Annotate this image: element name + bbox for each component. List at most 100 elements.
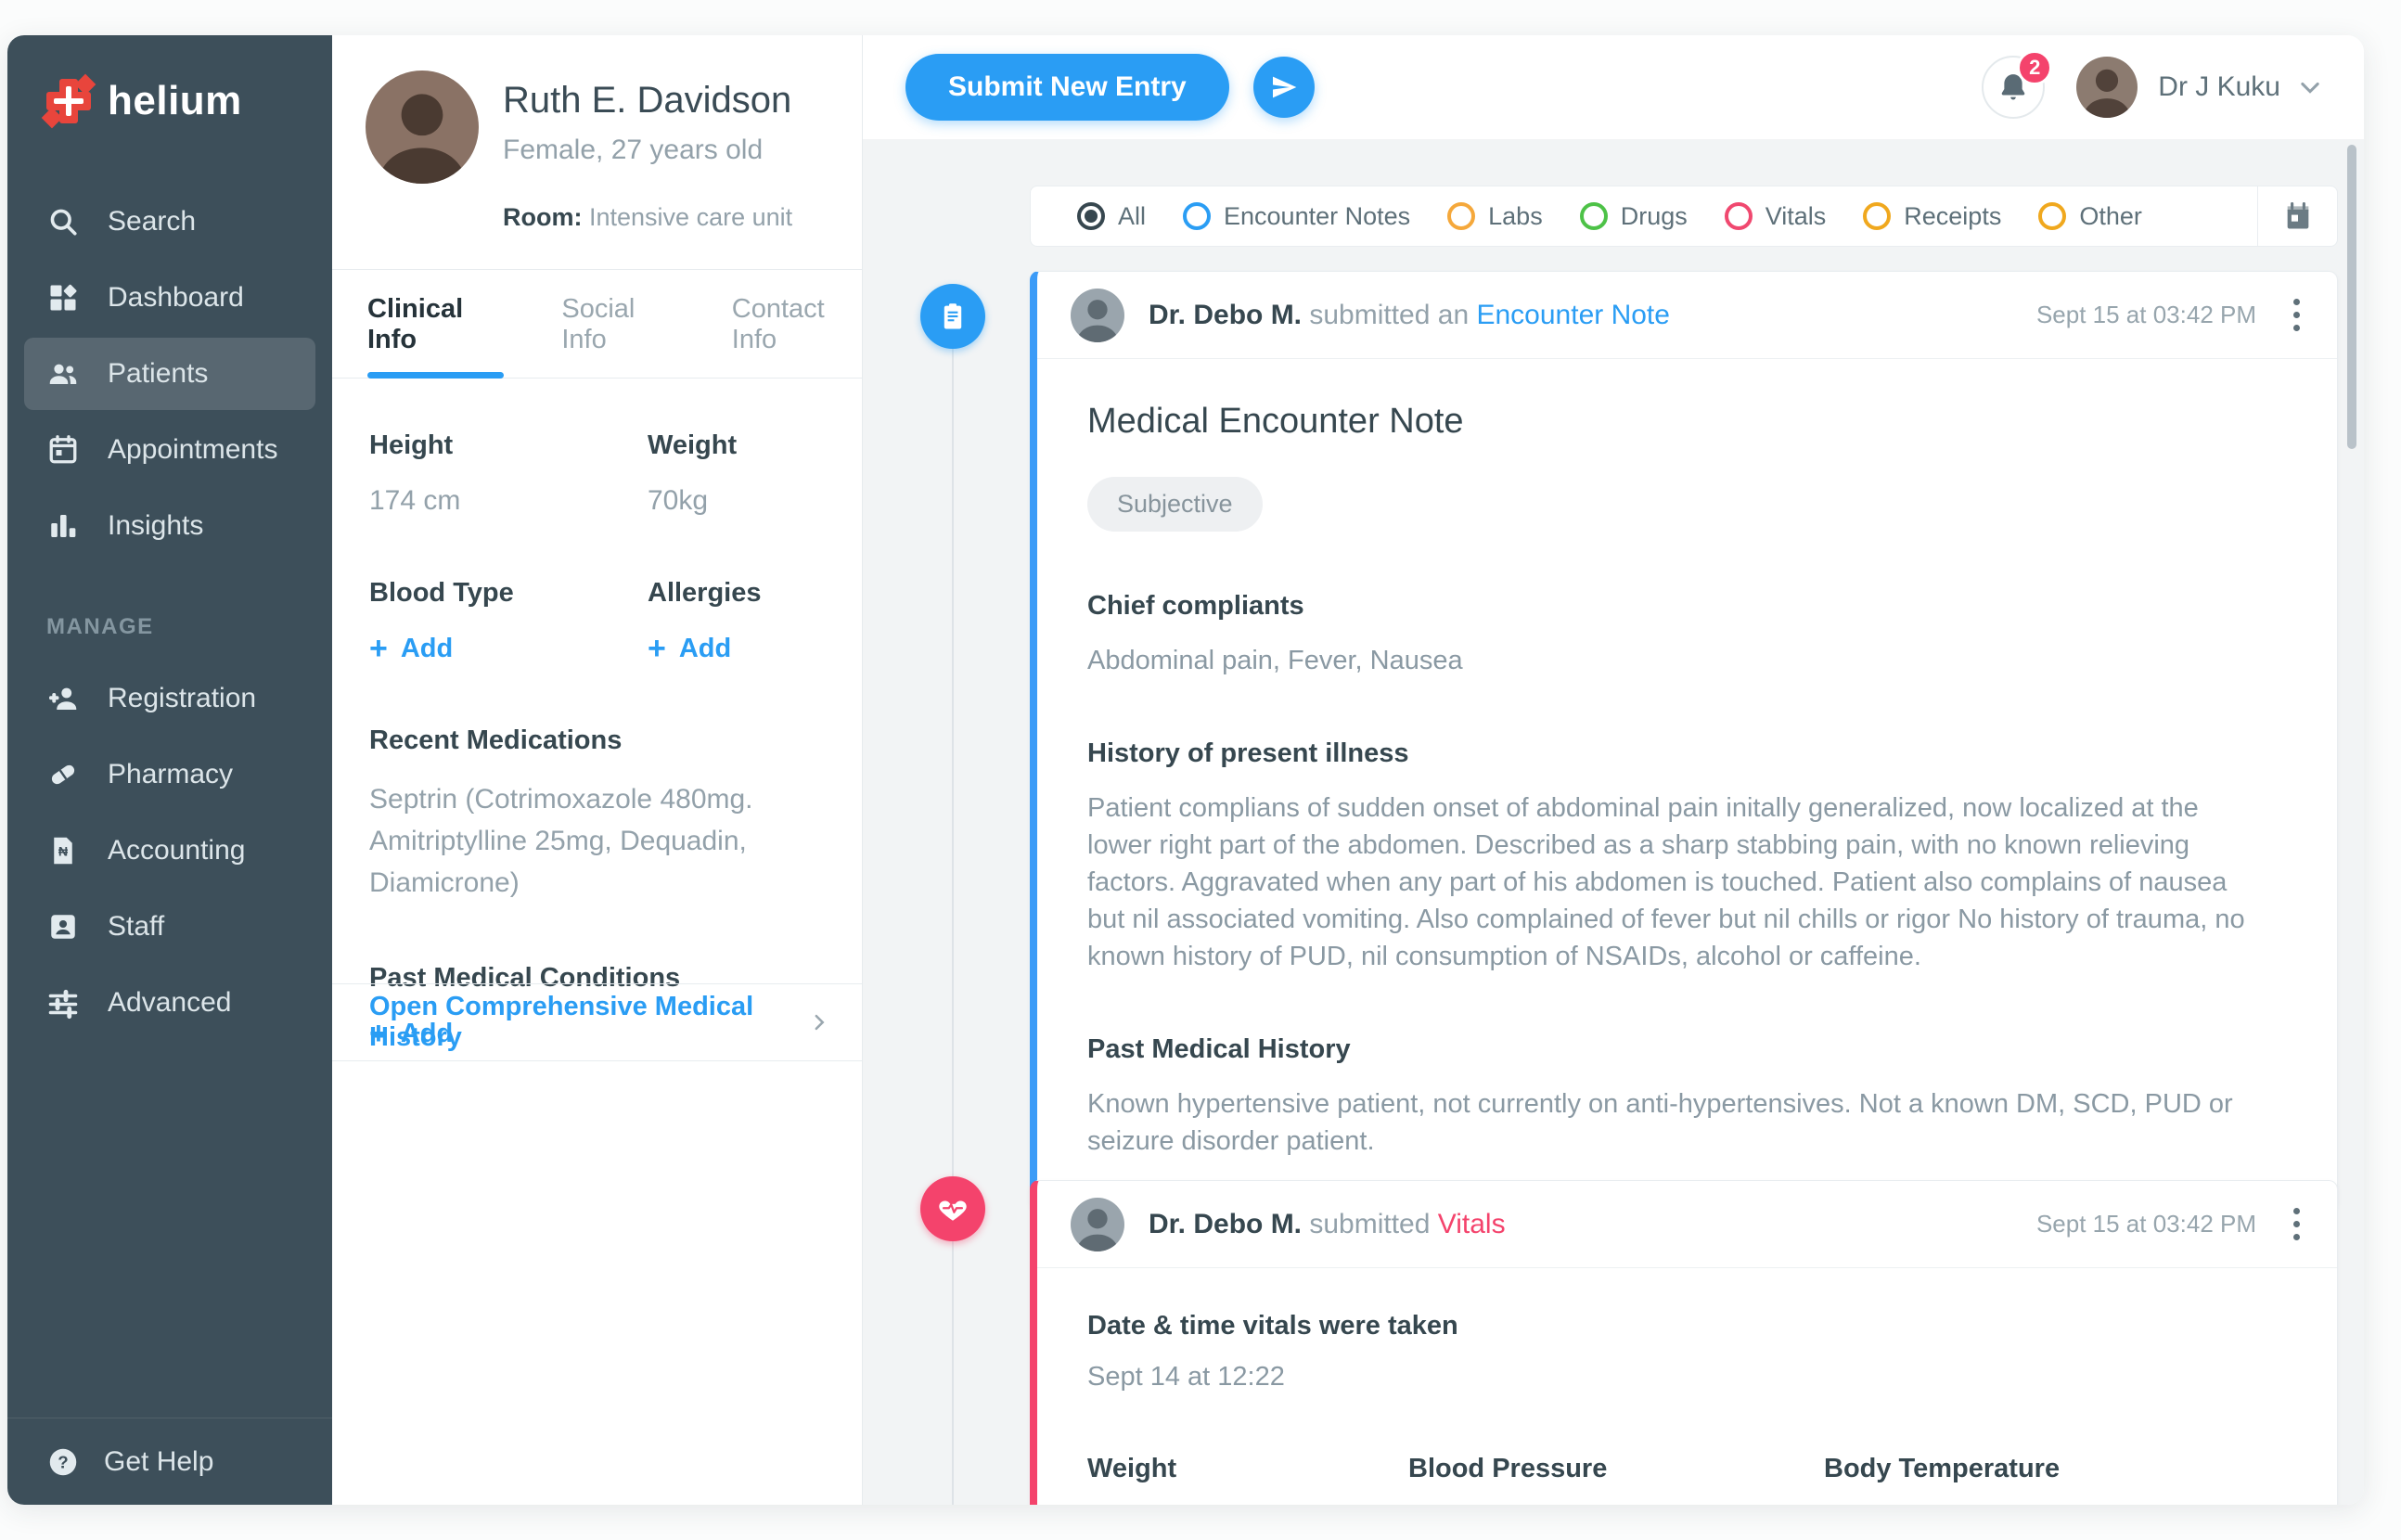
radio-icon: [1579, 202, 1608, 230]
more-options-button[interactable]: [2288, 1202, 2305, 1246]
filter-option-labs[interactable]: Labs: [1447, 202, 1543, 231]
tab-clinical-info[interactable]: Clinical Info: [367, 270, 505, 379]
blood-type-label: Blood Type: [369, 578, 514, 608]
tab-social-info[interactable]: Social Info: [561, 294, 636, 354]
entry-type-link[interactable]: Encounter Note: [1476, 299, 1670, 330]
sidebar-item-label: Accounting: [108, 835, 246, 866]
section-heading: History of present illness: [1087, 738, 1409, 769]
sidebar-item-appointments[interactable]: Appointments: [7, 412, 332, 488]
submit-new-entry-button[interactable]: Submit New Entry: [905, 54, 1229, 121]
filter-bar: All Encounter Notes Labs Drugs Vitals: [1030, 186, 2338, 247]
filter-option-other[interactable]: Other: [2038, 202, 2142, 231]
notification-badge: 2: [2017, 50, 2053, 85]
patient-room: Room: Intensive care unit: [503, 203, 792, 232]
add-condition-button[interactable]: + Add: [369, 1018, 828, 1049]
filter-option-drugs[interactable]: Drugs: [1579, 201, 1688, 231]
filter-label: Encounter Notes: [1224, 201, 1411, 230]
section-body: Abdominal pain, Fever, Nausea: [1087, 646, 1463, 675]
person-add-icon: [49, 687, 77, 710]
sidebar-item-label: Staff: [108, 911, 165, 942]
patients-icon: [49, 364, 77, 384]
help-icon: ?: [49, 1448, 77, 1475]
note-tag-subjective: Subjective: [1087, 477, 1263, 532]
sidebar: helium Search Dashboard Patients Appoint…: [7, 35, 332, 1505]
action-text: submitted an: [1309, 299, 1470, 330]
naira-document-icon: ₦: [54, 837, 72, 865]
chevron-down-icon[interactable]: [2297, 74, 2323, 100]
recent-medications-label: Recent Medications: [369, 725, 623, 755]
radio-icon: [1863, 202, 1892, 230]
sidebar-item-staff[interactable]: Staff: [7, 889, 332, 965]
timestamp: Sept 15 at 03:42 PM: [2035, 301, 2256, 328]
note-title: Medical Encounter Note: [1087, 402, 1464, 441]
sidebar-item-dashboard[interactable]: Dashboard: [7, 260, 332, 336]
sidebar-item-registration[interactable]: Registration: [7, 661, 332, 737]
sidebar-item-advanced[interactable]: Advanced: [7, 965, 332, 1041]
height-label: Height: [369, 430, 454, 460]
patient-panel: Ruth E. Davidson Female, 27 years old Ro…: [332, 35, 863, 1505]
sidebar-item-patients[interactable]: Patients: [24, 338, 315, 410]
patient-header: Ruth E. Davidson Female, 27 years old Ro…: [332, 35, 862, 232]
sidebar-item-label: Dashboard: [108, 282, 244, 313]
weight-label: Weight: [648, 430, 738, 460]
more-options-button[interactable]: [2288, 293, 2305, 337]
room-value: Intensive care unit: [589, 203, 793, 231]
sidebar-item-accounting[interactable]: ₦ Accounting: [7, 813, 332, 889]
add-blood-type-button[interactable]: + Add: [369, 633, 648, 664]
radio-icon: [2038, 202, 2067, 230]
logo-text: helium: [108, 78, 242, 123]
sidebar-nav: Search Dashboard Patients Appointments I…: [7, 184, 332, 1041]
add-label: Add: [400, 633, 454, 663]
notifications-button[interactable]: 2: [1982, 50, 2053, 119]
filter-calendar-button[interactable]: [2257, 186, 2337, 246]
field-blood-type: Blood Type + Add: [369, 578, 648, 664]
sidebar-item-insights[interactable]: Insights: [7, 488, 332, 564]
recent-medications-value: Septrin (Cotrimoxazole 480mg. Amitriptyl…: [369, 784, 753, 898]
author-name: Dr. Debo M.: [1149, 299, 1303, 330]
bell-icon: [2001, 74, 2025, 100]
section-body: Known hypertensive patient, not currentl…: [1087, 1089, 2233, 1157]
field-height: Height 174 cm: [369, 430, 648, 517]
paper-plane-icon: [1272, 76, 1297, 98]
encounter-note-timeline-icon: [920, 284, 985, 349]
heart-pulse-icon: [939, 1200, 967, 1221]
vertical-scrollbar[interactable]: [2347, 145, 2356, 449]
clipboard-icon: [944, 303, 962, 329]
allergies-label: Allergies: [648, 578, 762, 608]
timestamp: Sept 15 at 03:42 PM: [2035, 1210, 2256, 1238]
filter-option-encounter-notes[interactable]: Encounter Notes: [1183, 202, 1410, 231]
filter-option-vitals[interactable]: Vitals: [1724, 202, 1826, 231]
calendar-icon: [2287, 201, 2308, 229]
plus-icon: +: [369, 631, 388, 666]
sidebar-item-label: Patients: [108, 358, 209, 389]
action-text: submitted: [1309, 1208, 1431, 1239]
filter-option-all[interactable]: All: [1077, 202, 1146, 231]
vitals-datetime-label: Date & time vitals were taken: [1087, 1311, 1458, 1341]
vitals-measurements: Weight 70kg Blood Pressure 120/80 mmHg B…: [1087, 1454, 2252, 1505]
timeline-content: All Encounter Notes Labs Drugs Vitals: [863, 139, 2364, 1505]
send-button[interactable]: [1252, 57, 1315, 118]
vitals-body: Date & time vitals were taken Sept 14 at…: [1037, 1268, 2337, 1505]
user-avatar[interactable]: [2076, 57, 2138, 118]
sidebar-item-pharmacy[interactable]: Pharmacy: [7, 737, 332, 813]
bar-chart-icon: [51, 515, 76, 537]
radio-icon: [1724, 202, 1753, 230]
sidebar-item-get-help[interactable]: ? Get Help: [7, 1418, 332, 1505]
entry-type-link[interactable]: Vitals: [1437, 1208, 1506, 1239]
measurement-label: Weight: [1087, 1454, 1177, 1483]
measurement-label: Body Temperature: [1824, 1454, 2061, 1483]
encounter-note-card: Dr. Debo M. submitted an Encounter Note …: [1030, 271, 2338, 1212]
tab-contact-info[interactable]: Contact Info: [731, 294, 825, 354]
height-value: 174 cm: [369, 485, 461, 516]
sidebar-item-label: Pharmacy: [108, 759, 234, 789]
user-name[interactable]: Dr J Kuku: [2158, 71, 2280, 102]
filter-option-receipts[interactable]: Receipts: [1863, 202, 2001, 231]
add-allergy-button[interactable]: + Add: [648, 633, 828, 664]
sidebar-item-search[interactable]: Search: [7, 184, 332, 260]
card-header: Dr. Debo M. submitted Vitals Sept 15 at …: [1037, 1181, 2337, 1268]
filter-label: Drugs: [1620, 201, 1688, 230]
measurement-weight: Weight 70kg: [1087, 1454, 1408, 1505]
sidebar-item-label: Appointments: [108, 434, 278, 465]
open-medical-history-link[interactable]: Open Comprehensive Medical History: [332, 983, 862, 1061]
patient-name: Ruth E. Davidson: [503, 80, 792, 121]
